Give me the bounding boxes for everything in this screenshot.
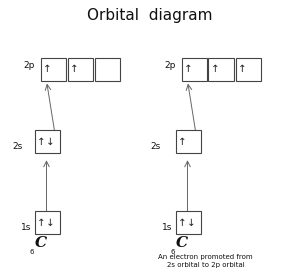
Bar — [182, 58, 207, 81]
Bar — [176, 130, 201, 153]
Text: An electron promoted from
2s orbital to 2p orbital: An electron promoted from 2s orbital to … — [158, 254, 253, 268]
Text: ↑: ↑ — [238, 64, 247, 74]
Bar — [34, 130, 60, 153]
Bar — [94, 58, 120, 81]
Text: ↑: ↑ — [211, 64, 220, 74]
Text: ↑: ↑ — [178, 137, 187, 147]
Text: C: C — [35, 236, 47, 250]
Text: ↑: ↑ — [178, 218, 187, 228]
Text: ↓: ↓ — [187, 218, 196, 228]
Bar — [34, 211, 60, 234]
Text: 1s: 1s — [21, 223, 32, 232]
Text: ↑: ↑ — [43, 64, 52, 74]
Text: 2p: 2p — [23, 61, 34, 70]
Bar — [176, 211, 201, 234]
Text: 2p: 2p — [164, 61, 176, 70]
Bar — [236, 58, 261, 81]
Text: 6: 6 — [30, 249, 34, 255]
Text: 1s: 1s — [162, 223, 172, 232]
Bar — [208, 58, 234, 81]
Text: 2s: 2s — [150, 142, 161, 151]
Text: 2s: 2s — [12, 142, 22, 151]
Text: ↓: ↓ — [46, 218, 55, 228]
Bar — [40, 58, 66, 81]
Text: ↑: ↑ — [37, 218, 46, 228]
Bar — [68, 58, 93, 81]
Text: ↑: ↑ — [37, 137, 46, 147]
Text: 6: 6 — [171, 249, 175, 255]
Text: C: C — [176, 236, 188, 250]
Text: Orbital  diagram: Orbital diagram — [87, 8, 213, 23]
Text: ↑: ↑ — [184, 64, 193, 74]
Text: ↑: ↑ — [70, 64, 79, 74]
Text: ↓: ↓ — [46, 137, 55, 147]
